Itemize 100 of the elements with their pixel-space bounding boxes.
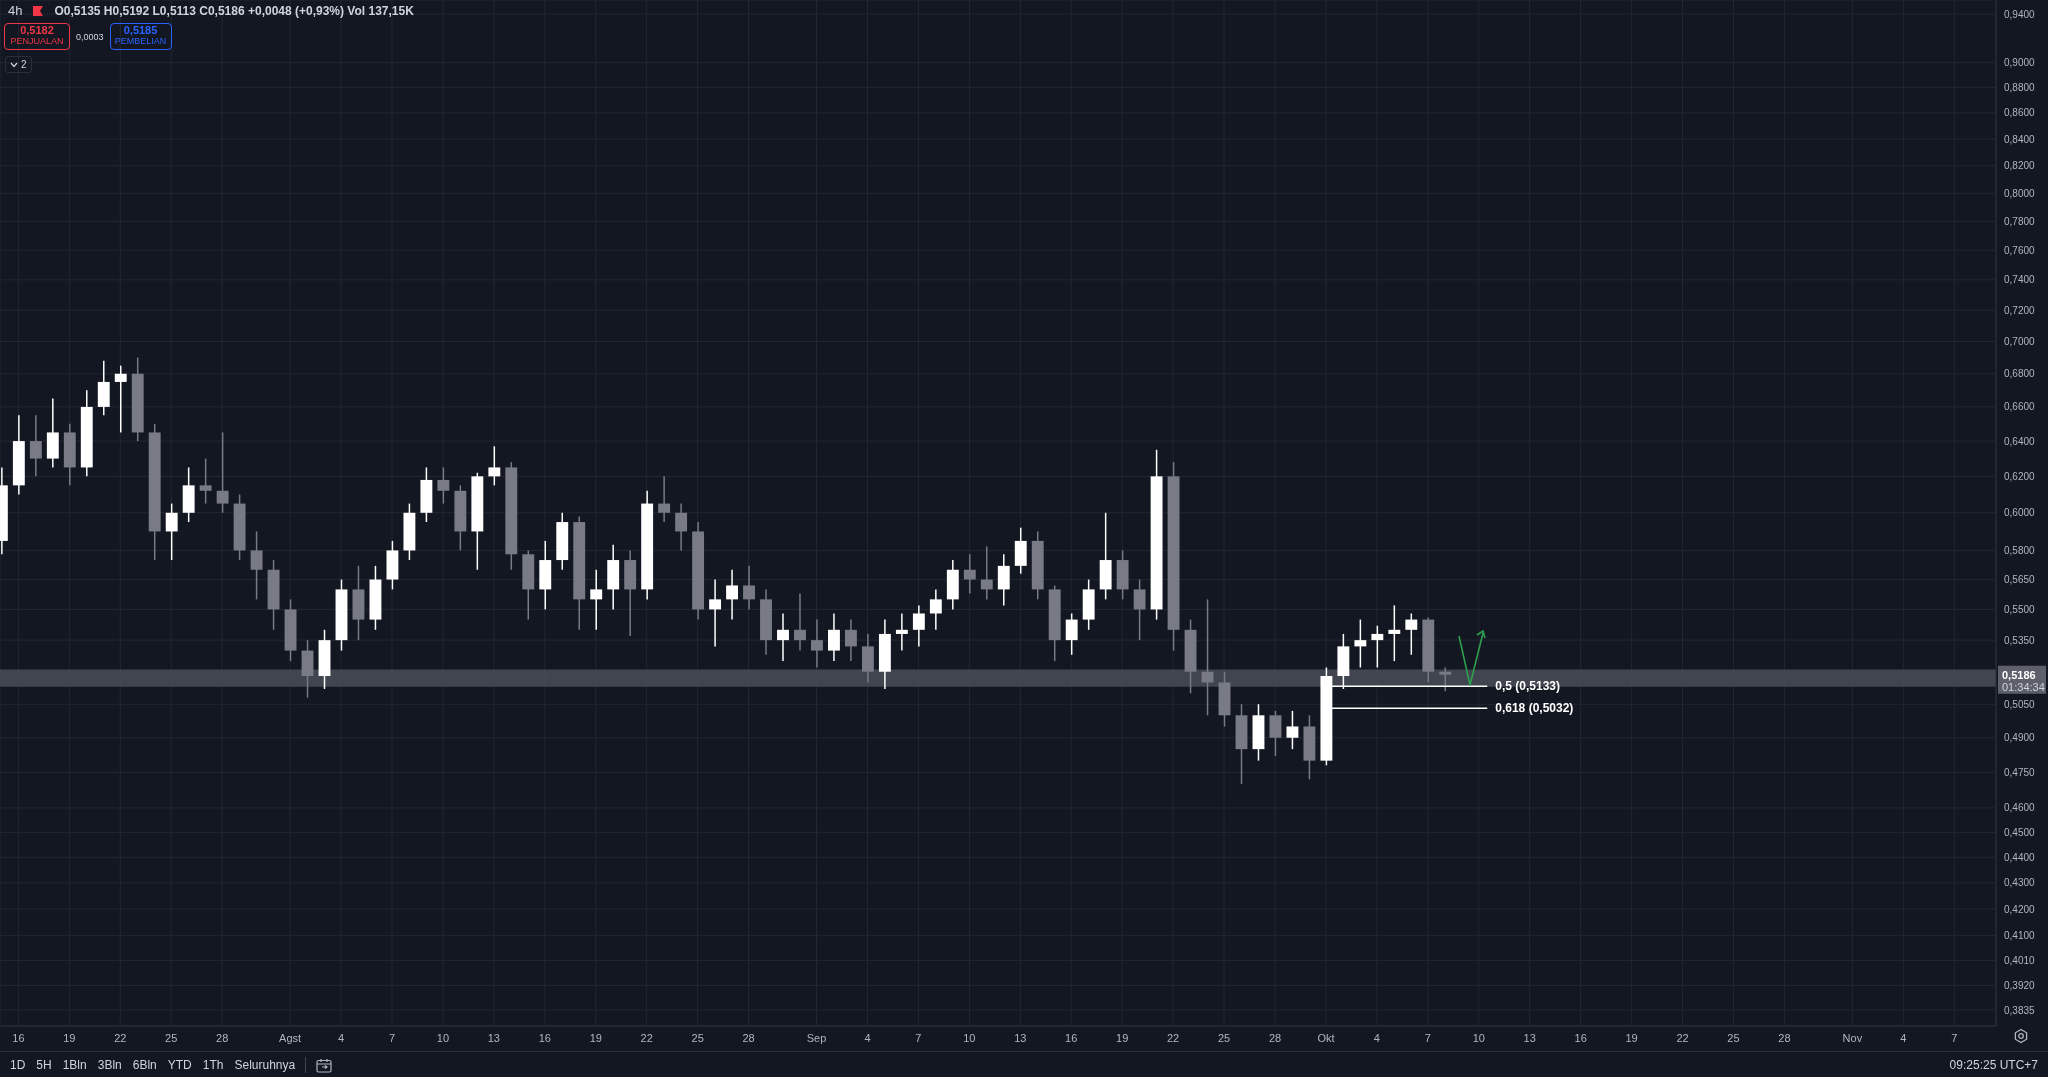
candlestick [929, 588, 942, 631]
candlestick [1354, 618, 1367, 669]
x-tick-label: 13 [1523, 1031, 1536, 1044]
x-tick-label: 25 [165, 1031, 178, 1044]
x-tick-label: 10 [963, 1031, 976, 1044]
y-tick-label: 0,4100 [2004, 930, 2036, 942]
y-tick-label: 0,8200 [2004, 160, 2036, 172]
y-tick-label: 0,3835 [2004, 1004, 2036, 1016]
y-tick-label: 0,4010 [2004, 954, 2036, 966]
y-tick-label: 0,5350 [2004, 634, 2036, 646]
y-tick-label: 0,6000 [2004, 507, 2036, 519]
text: YTD [167, 1058, 192, 1072]
candlestick [488, 445, 501, 487]
x-tick-label: 22 [114, 1031, 127, 1044]
y-tick-label: 0,4900 [2004, 732, 2036, 744]
y-tick-label: 0,4600 [2004, 802, 2036, 814]
x-tick-label: 4 [1900, 1031, 1907, 1044]
y-tick-label: 0,7600 [2004, 244, 2036, 256]
text: 1D [10, 1058, 26, 1072]
candlestick [997, 553, 1010, 607]
x-tick-label: 7 [915, 1031, 922, 1044]
y-tick-label: 0,8600 [2004, 107, 2036, 119]
candlestick [250, 530, 263, 601]
x-tick-label: 19 [1625, 1031, 1638, 1044]
annotation: 2 [21, 59, 27, 70]
candlestick [1371, 624, 1384, 669]
x-tick-label: 19 [589, 1031, 602, 1044]
annotation: 0,0003 [76, 31, 104, 42]
ref-line-label: 0,618 (0,5032) [1495, 701, 1574, 716]
y-tick-label: 0,4400 [2004, 851, 2036, 863]
y-tick-label: 0,4200 [2004, 903, 2036, 915]
x-tick-label: 16 [538, 1031, 551, 1044]
x-tick-label: 25 [691, 1031, 704, 1044]
y-tick-label: 0,6600 [2004, 401, 2036, 413]
x-tick-label: 4 [864, 1031, 871, 1044]
x-tick-label: 13 [1014, 1031, 1027, 1044]
y-tick-label: 0,8000 [2004, 187, 2036, 199]
candlestick [216, 431, 229, 514]
candlestick [675, 502, 688, 552]
x-tick-label: 19 [63, 1031, 76, 1044]
x-tick-label: Sep [806, 1031, 827, 1044]
x-tick-label: 22 [1166, 1031, 1180, 1044]
y-tick-label: 0,4750 [2004, 766, 2036, 778]
candlestick [743, 565, 755, 611]
y-tick-label: 0,5650 [2004, 574, 2036, 586]
text: 0,5186 [2002, 668, 2036, 681]
candlestick [437, 466, 450, 505]
text: 09:25:25 UTC+7 [1949, 1058, 2038, 1072]
annotation: 0,5185 [122, 24, 159, 36]
text: Seluruhnya [234, 1058, 296, 1072]
x-tick-label: 22 [1676, 1031, 1689, 1044]
text: 5H [36, 1058, 52, 1072]
candlestick [811, 618, 823, 669]
candlestick [29, 414, 42, 478]
annotation: O0,5135 H0,5192 L0,5113 C0,5186 +0,0048 (+0,93%) Vol 137,15K [54, 3, 414, 18]
annotation: 0,5182 [19, 24, 55, 36]
y-tick-label: 0,6400 [2004, 435, 2036, 447]
y-tick-label: 0,4300 [2004, 877, 2036, 889]
x-tick-label: 28 [1778, 1031, 1791, 1044]
x-tick-label: 22 [640, 1031, 653, 1044]
y-tick-label: 0,5800 [2004, 544, 2036, 556]
candlestick [895, 612, 908, 652]
y-tick-label: 0,3920 [2004, 980, 2036, 992]
ref-line-label: 0,5 (0,5133) [1495, 679, 1560, 694]
candlestick [912, 604, 925, 648]
x-tick-label: 10 [436, 1031, 450, 1044]
x-tick-label: 7 [388, 1031, 396, 1044]
candlestick [1286, 710, 1299, 750]
candlestick [963, 553, 976, 595]
candlestick [709, 578, 722, 648]
y-tick-label: 0,8800 [2004, 81, 2036, 93]
y-tick-label: 0,8400 [2004, 133, 2036, 145]
annotation: PEMBELIAN [113, 36, 168, 47]
candlestick [590, 569, 603, 631]
x-tick-label: 16 [1574, 1031, 1587, 1044]
text: 6Bln [132, 1058, 157, 1072]
y-tick-label: 0,6800 [2004, 368, 2036, 380]
candlestick [1388, 604, 1401, 662]
candlestick [844, 618, 857, 662]
candlestick [828, 612, 840, 662]
x-tick-label: 25 [1217, 1031, 1231, 1044]
text: 01:34:34 [2002, 680, 2045, 693]
x-tick-label: Nov [1842, 1031, 1863, 1044]
y-tick-label: 0,7400 [2004, 274, 2036, 286]
y-tick-label: 0,6200 [2004, 470, 2036, 482]
y-tick-label: 0,5050 [2004, 698, 2036, 710]
x-tick-label: 28 [216, 1031, 229, 1044]
x-tick-label: Okt [1317, 1031, 1335, 1044]
candlestick [658, 475, 671, 523]
candlestick [1269, 710, 1282, 757]
text: 3Bln [97, 1058, 122, 1072]
candlestick [726, 569, 738, 621]
x-tick-label: 19 [1116, 1031, 1129, 1044]
x-tick-label: 10 [1472, 1031, 1485, 1044]
text: 1Bln [62, 1058, 87, 1072]
candlestick [1133, 578, 1146, 641]
chart-title: 4h [8, 3, 23, 18]
candlestick [980, 545, 993, 601]
y-tick-label: 0,7000 [2004, 336, 2036, 348]
x-tick-label: 16 [12, 1031, 25, 1044]
